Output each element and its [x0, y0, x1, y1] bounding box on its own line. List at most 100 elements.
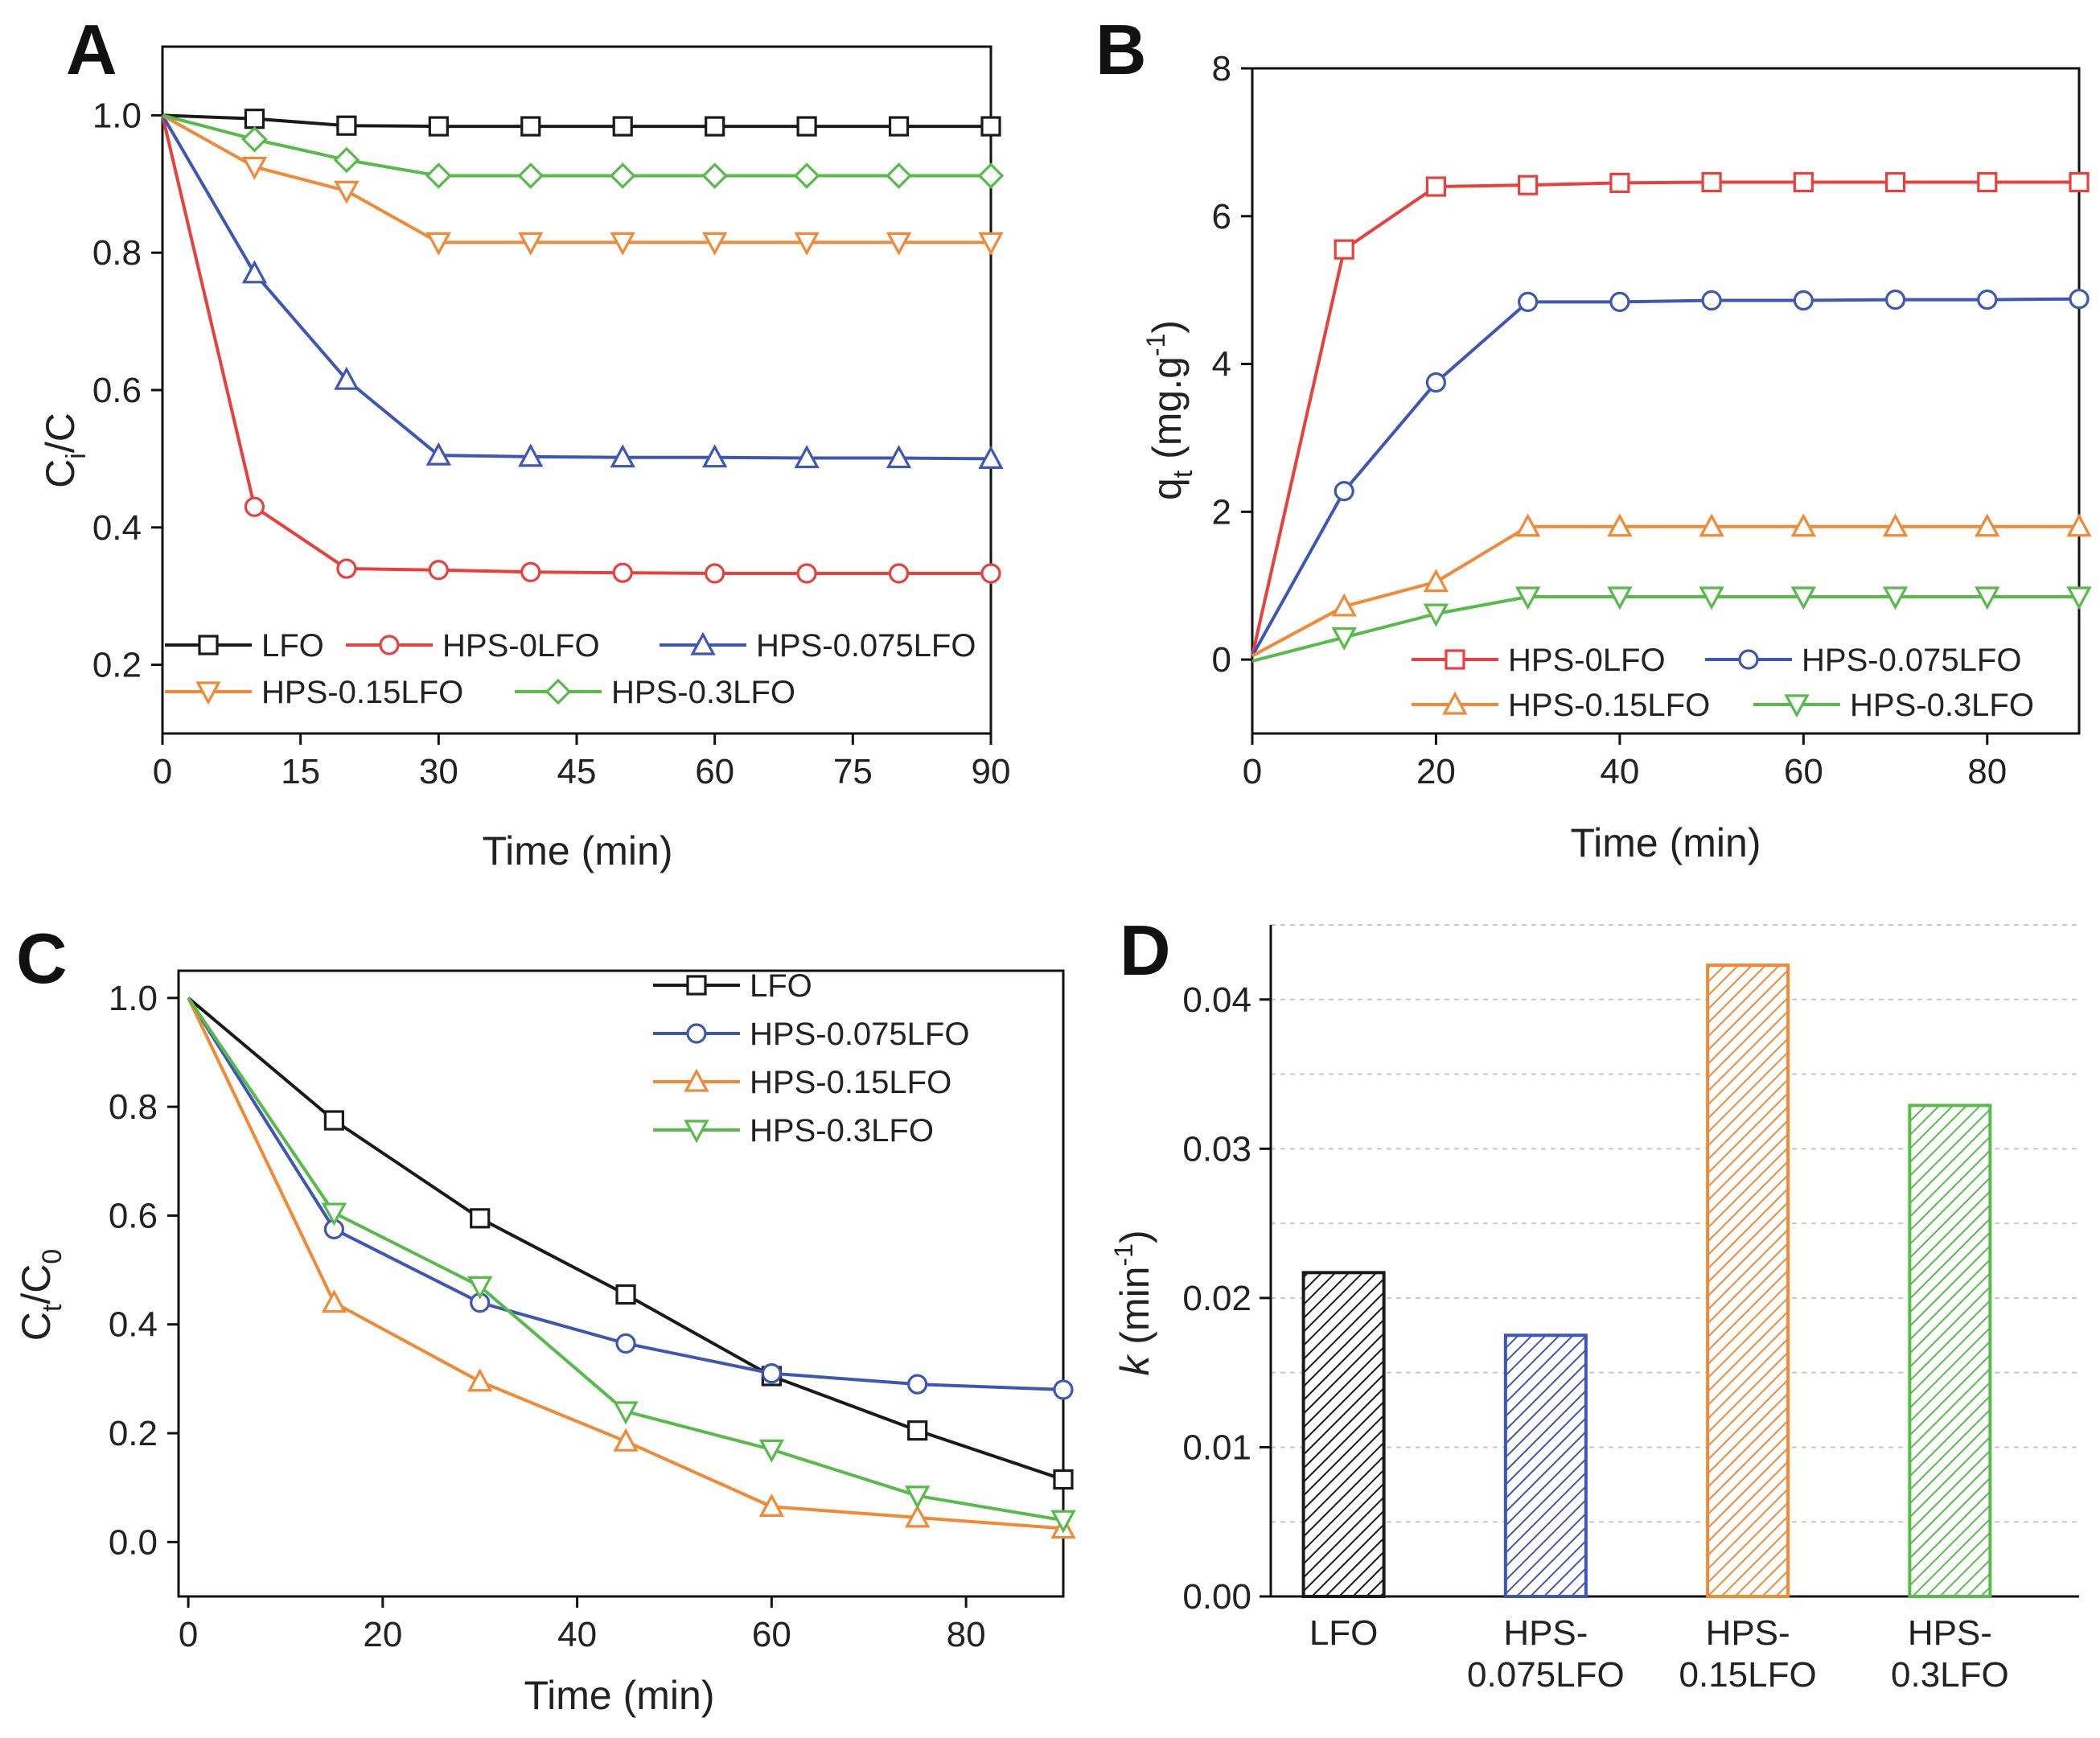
panel-a-xtick-label: 0	[153, 752, 172, 791]
legend-marker-lfo	[198, 635, 219, 655]
panel-a-xlabel: Time (min)	[482, 828, 672, 873]
legend-marker-hps-0-075lfo	[1738, 649, 1759, 670]
panel-a-point-lfo	[428, 116, 449, 137]
panel-a-point-hps-0-15lfo	[610, 232, 635, 256]
panel-b-point-hps-0-3lfo	[1882, 586, 1909, 610]
panel-b-point-hps-0-15lfo	[1790, 513, 1817, 537]
panel-b-letter: B	[1095, 10, 1147, 89]
panel-c-point-hps-0-075lfo	[761, 1363, 782, 1384]
panel-b-point-hps-0-3lfo	[1331, 627, 1357, 651]
panel-a-legend: LFO HPS-0LFO HPS-0.075LFO HPS-0.15LFO HPS-0.…	[165, 628, 976, 710]
panel-c-xtick-label: 40	[557, 1615, 597, 1654]
panel-b-point-hps-0lfo	[1977, 171, 1998, 193]
panel-d-ylabel: k (min-1)	[1109, 1230, 1157, 1375]
panel-a-point-hps-0-15lfo	[241, 156, 268, 180]
panel-b-point-hps-0-075lfo	[1884, 290, 1906, 310]
panel-a-point-hps-0-3lfo	[425, 162, 452, 189]
panel-b-line-hps-0-3lfo	[1251, 595, 2079, 663]
panel-a-point-hps-0lfo	[705, 563, 725, 584]
panel-b-point-hps-0-15lfo	[1423, 569, 1449, 593]
panel-c-xlabel: Time (min)	[524, 1673, 714, 1718]
panel-b-series-hps-0-075lfo	[1251, 289, 2090, 657]
panel-a-point-lfo	[336, 115, 357, 136]
panel-d-bar-hps-0-075lfo	[1503, 1333, 1588, 1599]
legend-marker-lfo	[686, 975, 707, 996]
panel-b-point-hps-0lfo	[1701, 171, 1722, 193]
panel-d-bar-hps-0-3lfo	[1908, 1103, 1992, 1598]
legend-marker-hps-0lfo	[379, 635, 400, 655]
legend-marker-hps-0-3lfo	[545, 678, 572, 705]
panel-a-point-hps-0-075lfo	[334, 366, 360, 390]
panel-c-point-hps-0-3lfo	[758, 1439, 785, 1463]
panel-b-point-hps-0lfo	[1518, 175, 1539, 195]
panel-b-xtick-label: 60	[1784, 752, 1823, 791]
legend-marker-hps-0-15lfo	[684, 1068, 709, 1092]
panel-a-point-hps-0-3lfo	[241, 126, 268, 153]
panel-c-point-lfo	[907, 1420, 928, 1441]
panel-b-xtick-label: 40	[1600, 752, 1639, 791]
panel-d-ytick-label: 0.03	[1182, 1129, 1251, 1169]
legend-label-hps-0-075lfo: HPS-0.075LFO	[756, 628, 976, 664]
panel-c-legend: LFO HPS-0.075LFO HPS-0.15LFO HPS-0.3LFO	[653, 968, 969, 1148]
legend-marker-hps-0-3lfo	[1784, 694, 1810, 718]
legend-label-lfo: LFO	[261, 628, 324, 664]
panel-b-point-hps-0-075lfo	[2069, 289, 2090, 310]
legend-label-hps-0-075lfo: HPS-0.075LFO	[750, 1017, 969, 1052]
panel-a-ytick-label: 0.6	[92, 371, 142, 410]
panel-a-point-lfo	[612, 116, 633, 137]
panel-b-point-hps-0-075lfo	[1334, 481, 1354, 502]
panel-a-point-hps-0lfo	[336, 558, 357, 579]
panel-c-xtick-label: 20	[363, 1615, 402, 1654]
panel-c-point-hps-0-3lfo	[1050, 1510, 1076, 1534]
panel-c-xtick-label: 0	[179, 1615, 198, 1654]
panel-b-series-hps-0-3lfo	[1251, 586, 2092, 663]
panel-c-point-lfo	[323, 1110, 345, 1131]
panel-a-point-hps-0-075lfo	[610, 444, 635, 468]
panel-b-point-hps-0-3lfo	[1423, 603, 1449, 627]
panel-b-point-hps-0-15lfo	[1331, 593, 1357, 617]
panel-a-line-hps-0lfo	[161, 114, 991, 576]
panel-a-point-hps-0-3lfo	[793, 162, 820, 189]
panel-c-point-hps-0-3lfo	[613, 1401, 639, 1425]
panel-b-point-hps-0-3lfo	[1699, 586, 1724, 610]
panel-d-category-label-hps-0-15lfo: HPS-	[1706, 1613, 1790, 1653]
panel-a-ytick-label: 0.8	[92, 233, 142, 273]
panel-b-xtick-label: 80	[1967, 752, 2007, 791]
panel-b-point-hps-0-3lfo	[1790, 586, 1817, 610]
panel-c-ytick-label: 0.2	[109, 1414, 158, 1453]
panel-b-series-hps-0-15lfo	[1251, 513, 2092, 658]
panel-a-ylabel: Ci/C	[38, 413, 92, 488]
panel-b-line-hps-0lfo	[1251, 180, 2079, 656]
panel-c-xtick-label: 80	[947, 1615, 986, 1654]
panel-a-xtick-label: 90	[972, 752, 1011, 791]
panel-a-point-hps-0-15lfo	[518, 232, 544, 256]
panel-c-point-hps-0-075lfo	[907, 1374, 928, 1395]
panel-a-xtick-label: 45	[557, 752, 597, 791]
panel-d-category-label-hps-0-3lfo: HPS-	[1908, 1613, 1992, 1653]
panel-b-point-hps-0-075lfo	[1701, 290, 1722, 311]
panel-c-ytick-label: 0.0	[109, 1522, 158, 1562]
panel-a-point-hps-0-075lfo	[886, 445, 912, 469]
panel-a-line-hps-0-075lfo	[161, 114, 992, 461]
panel-b-point-hps-0lfo	[1425, 176, 1447, 197]
panel-b-ytick-label: 8	[1212, 49, 1231, 88]
panel-a-point-hps-0-15lfo	[978, 232, 1004, 256]
legend-label-hps-0-15lfo: HPS-0.15LFO	[261, 675, 463, 710]
panel-b-ytick-label: 2	[1212, 492, 1231, 532]
panel-a-point-lfo	[244, 109, 265, 129]
panel-c-point-lfo	[470, 1208, 491, 1229]
panel-b-plot: 0 20 40 60 80 0 2 4 6 8 HPS-0LFO HPS-0.075LFO HPS-0.…	[1212, 49, 2092, 791]
panel-d-category-label-lfo: LFO	[1309, 1613, 1379, 1653]
panel-b-point-hps-0-15lfo	[1975, 513, 2000, 537]
legend-marker-hps-0lfo	[1445, 649, 1465, 670]
panel-c-xtick-label: 60	[752, 1615, 791, 1654]
panel-a-point-hps-0lfo	[888, 563, 910, 584]
panel-a-point-lfo	[705, 116, 725, 137]
panel-b-point-hps-0-3lfo	[1514, 586, 1541, 610]
panel-a-line-hps-0-3lfo	[162, 113, 991, 178]
panel-b-point-hps-0lfo	[1793, 171, 1814, 193]
panel-b-point-hps-0-15lfo	[1514, 513, 1541, 537]
panel-c-point-hps-0-15lfo	[613, 1428, 639, 1452]
panel-b-point-hps-0-15lfo	[1882, 513, 1909, 537]
